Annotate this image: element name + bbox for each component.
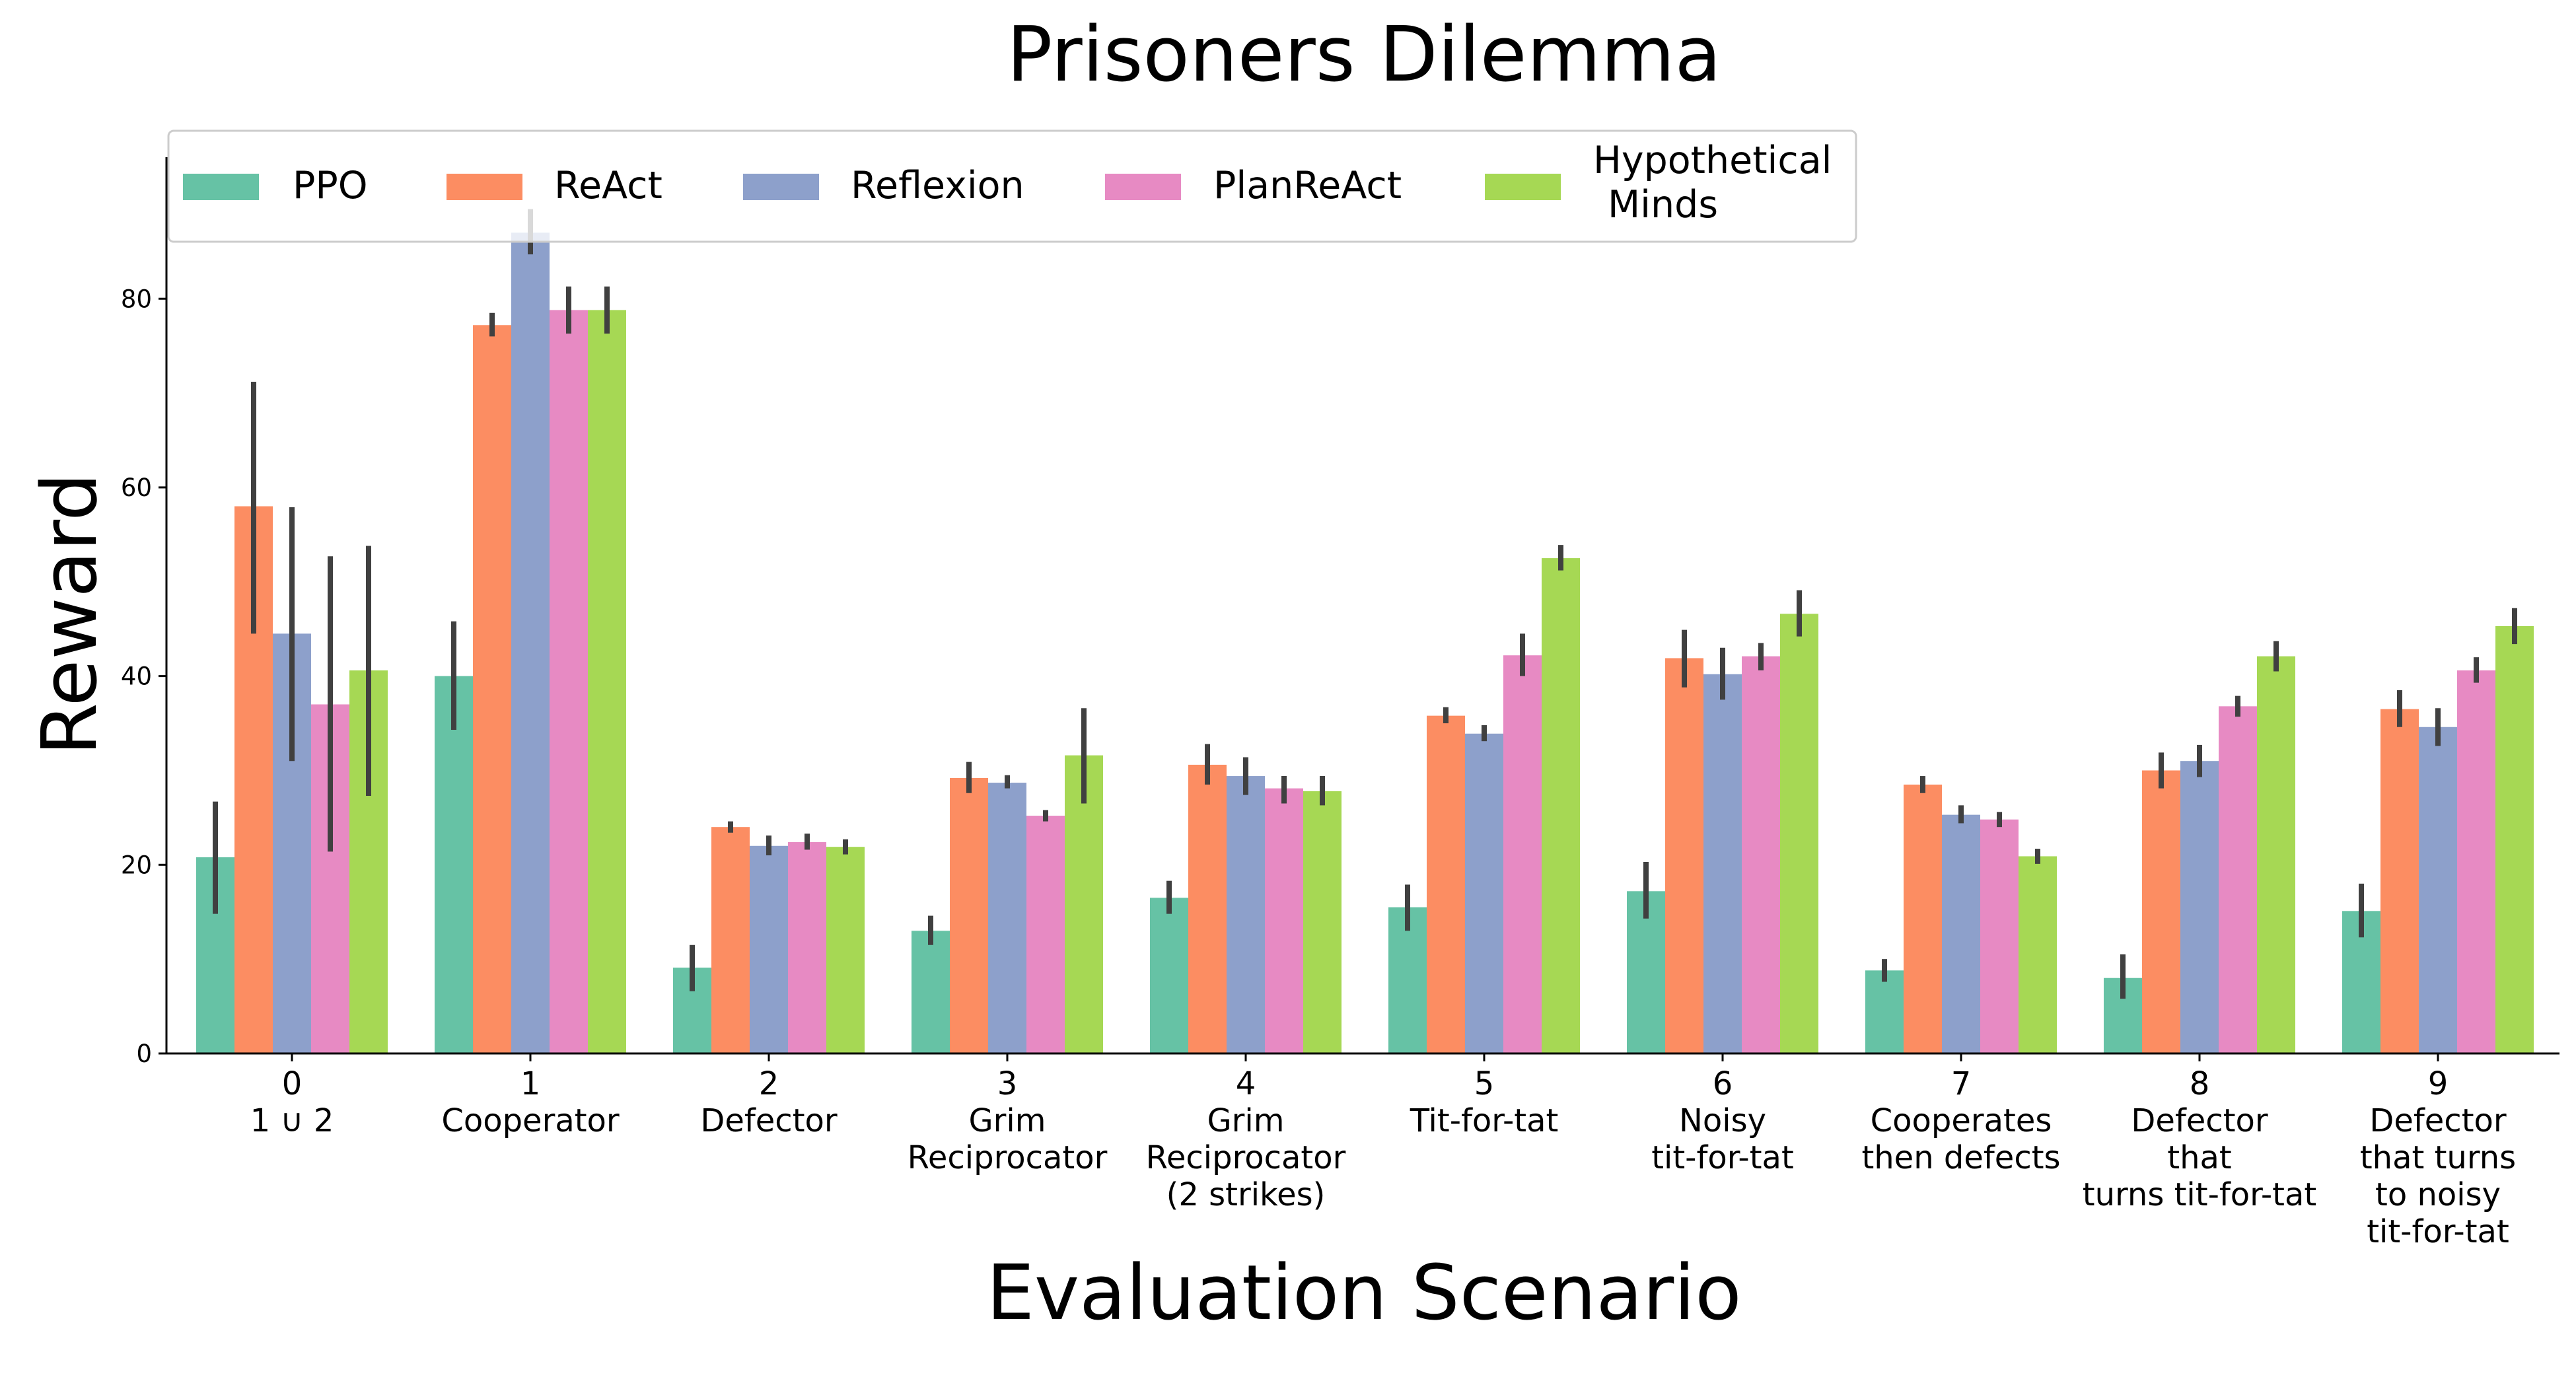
x-axis-label: Evaluation Scenario	[986, 1249, 1741, 1337]
bar	[826, 847, 865, 1053]
x-tick-label: that turns	[2360, 1139, 2516, 1176]
bar	[1904, 784, 1942, 1053]
bar	[473, 325, 511, 1054]
x-tick-label: Reciprocator	[908, 1139, 1108, 1176]
x-tick-id: 7	[1951, 1065, 1972, 1102]
bar	[1703, 674, 1742, 1053]
bars-layer	[196, 232, 2534, 1054]
x-tick-label: Defector	[2131, 1102, 2268, 1139]
x-tick-label: then defects	[1861, 1139, 2060, 1176]
bar	[1188, 764, 1227, 1053]
chart-title: Prisoners Dilemma	[1007, 11, 1721, 99]
x-tick-id: 6	[1713, 1065, 1733, 1102]
y-ticks: 0 20 40 60 80	[121, 285, 166, 1068]
bar	[750, 845, 788, 1053]
x-tick-label: Defector	[2369, 1102, 2507, 1139]
bar	[1227, 776, 1265, 1053]
x-tick-label: to noisy	[2375, 1176, 2501, 1213]
legend-swatch	[743, 174, 819, 200]
legend-label: Reflexion	[851, 164, 1024, 207]
y-axis-label: Reward	[26, 473, 114, 756]
x-tick-id: 3	[997, 1065, 1018, 1102]
x-tick-id: 1	[520, 1065, 541, 1102]
bar	[511, 232, 550, 1053]
bar	[1542, 558, 1580, 1053]
x-tick-label: tit-for-tat	[1651, 1139, 1794, 1176]
x-tick-label: (2 strikes)	[1166, 1176, 1326, 1213]
legend-label: Hypothetical	[1593, 139, 1832, 182]
bar	[2019, 856, 2057, 1053]
bar	[788, 842, 826, 1053]
bar	[1026, 816, 1065, 1053]
legend-label: ReAct	[554, 164, 662, 207]
bar	[2419, 727, 2457, 1053]
bar	[2180, 761, 2219, 1053]
y-tick-label: 40	[121, 662, 152, 691]
legend: PPO ReAct Reflexion PlanReAct HypotheticalMi…	[167, 129, 1857, 243]
y-tick-label: 60	[121, 474, 152, 502]
legend-label: Minds	[1608, 183, 1718, 227]
legend-label: PPO	[293, 164, 368, 207]
bar	[1942, 814, 1980, 1053]
bar	[1742, 656, 1780, 1053]
bar	[711, 827, 750, 1053]
bar	[1388, 907, 1427, 1053]
bar	[950, 777, 988, 1053]
legend-frame	[167, 129, 1857, 243]
bar	[1303, 791, 1342, 1053]
bar	[2495, 625, 2534, 1053]
bar	[2457, 670, 2495, 1053]
bar	[2257, 656, 2295, 1053]
bar	[588, 310, 626, 1054]
legend-label: PlanReAct	[1213, 164, 1402, 207]
x-tick-id: 0	[282, 1065, 303, 1102]
bar	[1465, 733, 1503, 1053]
bar	[2380, 709, 2419, 1053]
x-tick-id: 2	[759, 1065, 779, 1102]
x-tick-label: that	[2167, 1139, 2231, 1176]
x-tick-id: 5	[1474, 1065, 1495, 1102]
legend-swatch	[1485, 174, 1561, 200]
x-tick-id: 9	[2428, 1065, 2449, 1102]
bar	[2219, 706, 2257, 1053]
bar	[1865, 970, 1904, 1053]
x-tick-label: Cooperator	[441, 1102, 620, 1139]
y-tick-label: 0	[136, 1040, 152, 1068]
bar	[1265, 788, 1303, 1053]
x-ticks: 01 ∪ 21Cooperator2Defector3GrimReciproca…	[250, 1053, 2516, 1250]
legend-swatch	[183, 174, 259, 200]
bar	[1980, 819, 2019, 1053]
bar	[988, 783, 1026, 1053]
x-tick-id: 8	[2190, 1065, 2210, 1102]
x-tick-label: Tit-for-tat	[1410, 1102, 1559, 1139]
x-tick-label: Defector	[700, 1102, 838, 1139]
y-tick-label: 80	[121, 285, 152, 313]
bar	[1065, 755, 1103, 1053]
x-tick-label: tit-for-tat	[2367, 1213, 2509, 1250]
bar	[1665, 658, 1703, 1053]
bar	[1780, 614, 1818, 1053]
bar	[912, 931, 950, 1053]
bar	[2142, 770, 2180, 1053]
y-tick-label: 20	[121, 851, 152, 879]
bar	[550, 310, 588, 1054]
x-tick-label: 1 ∪ 2	[250, 1102, 334, 1139]
x-tick-label: Reciprocator	[1146, 1139, 1346, 1176]
bar	[435, 676, 473, 1053]
error-bars-layer	[213, 209, 2517, 999]
x-tick-label: Grim	[1207, 1102, 1284, 1139]
bar	[1427, 715, 1465, 1053]
bar	[1503, 655, 1542, 1053]
x-tick-label: Grim	[968, 1102, 1046, 1139]
bar	[1150, 898, 1188, 1053]
x-tick-id: 4	[1236, 1065, 1256, 1102]
x-tick-label: Cooperates	[1871, 1102, 2052, 1139]
legend-swatch	[447, 174, 522, 200]
x-tick-label: turns tit-for-tat	[2083, 1176, 2316, 1213]
x-tick-label: Noisy	[1679, 1102, 1766, 1139]
legend-swatch	[1105, 174, 1181, 200]
